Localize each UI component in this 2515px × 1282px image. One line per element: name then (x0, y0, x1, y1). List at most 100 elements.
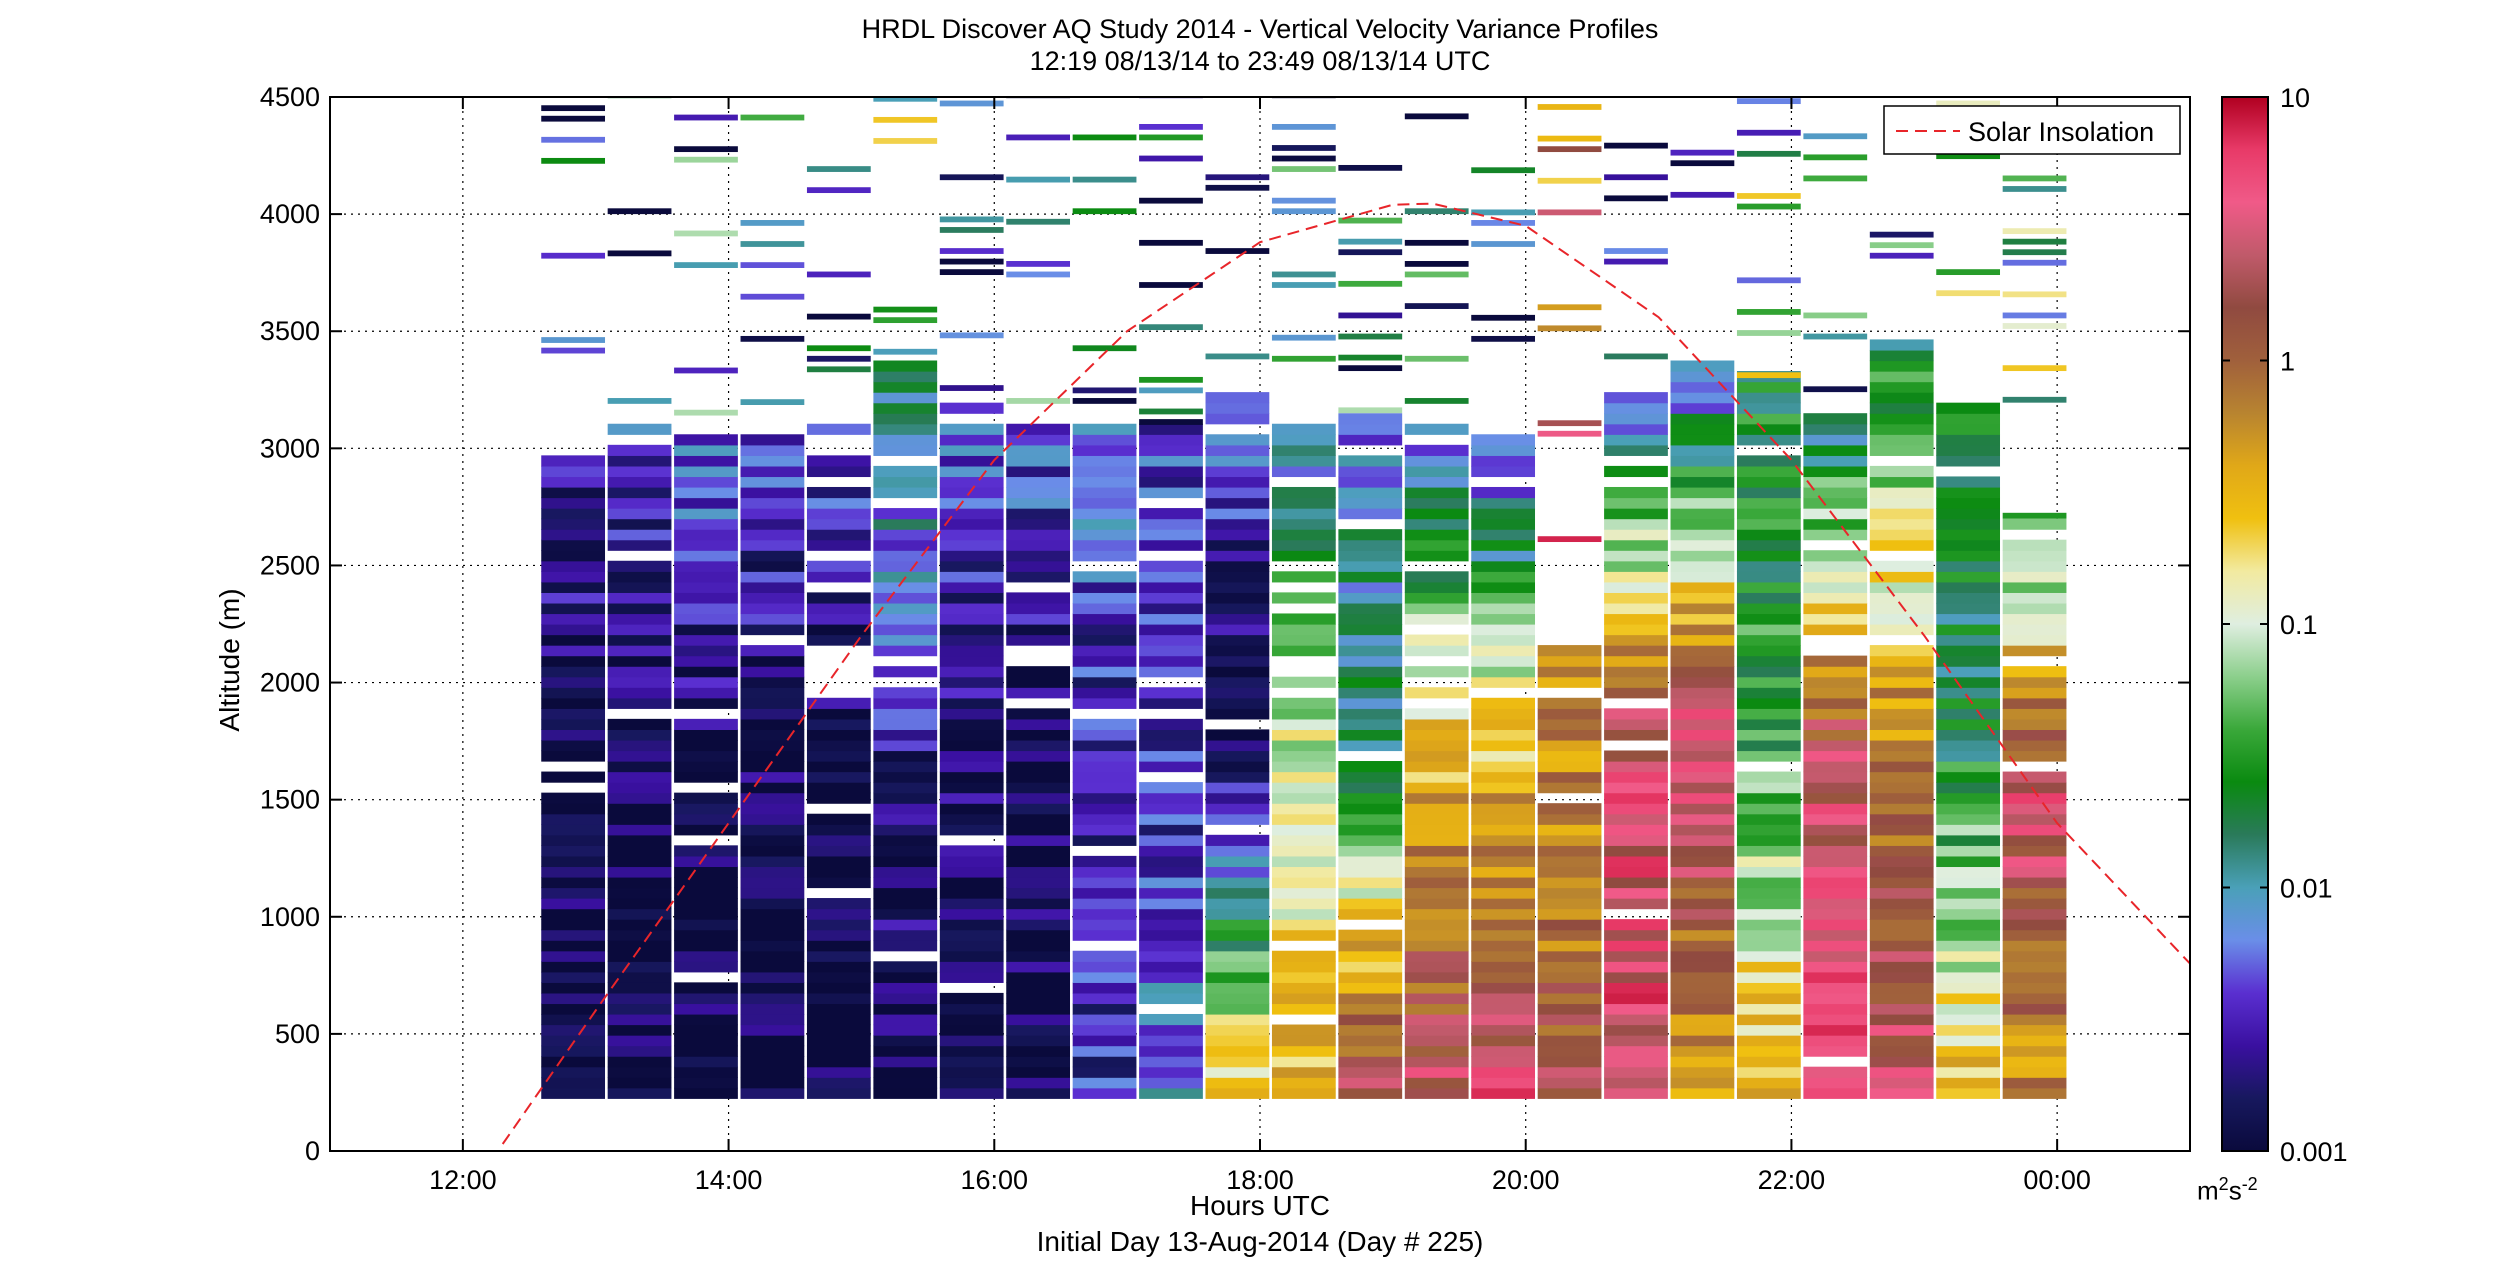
heatmap-cell (2002, 834, 2067, 846)
heatmap-cell (1404, 550, 1469, 562)
heatmap-cell (674, 634, 738, 646)
heatmap-cell (1404, 992, 1469, 1005)
heatmap-cell (1604, 465, 1668, 478)
heatmap-cell (1869, 771, 1934, 783)
heatmap-cell (1803, 739, 1868, 752)
heatmap-cell (1338, 940, 1403, 952)
heatmap-cell (1271, 761, 1336, 773)
heatmap-cell (740, 293, 805, 300)
heatmap-cell (674, 114, 738, 121)
heatmap-cell (873, 876, 938, 889)
heatmap-cell (1338, 434, 1403, 446)
heatmap-cell (806, 876, 871, 889)
heatmap-cell (1670, 782, 1735, 794)
heatmap-cell (1271, 908, 1336, 920)
heatmap-cell (674, 940, 738, 952)
heatmap-cell (1936, 687, 2001, 699)
heatmap-cell (1869, 624, 1934, 636)
heatmap-cell (806, 971, 871, 983)
heatmap-cell (1803, 992, 1868, 1005)
heatmap-cell (1736, 508, 1801, 520)
heatmap-cell (1139, 834, 1203, 846)
x-axis-sublabel: Initial Day 13-Aug-2014 (Day # 225) (1036, 1226, 1484, 1257)
heatmap-cell (1736, 1077, 1801, 1089)
heatmap-cell (1936, 624, 2001, 636)
heatmap-cell (1072, 687, 1137, 699)
heatmap-cell (1803, 950, 1868, 962)
heatmap-cell (1604, 961, 1668, 973)
heatmap-cell (1404, 1087, 1469, 1099)
heatmap-cell (1869, 876, 1934, 889)
heatmap-cell (740, 1066, 805, 1078)
heatmap-cell (674, 929, 738, 941)
heatmap-cell (1736, 634, 1801, 646)
heatmap-cell (1404, 508, 1469, 520)
heatmap-cell (1139, 898, 1203, 910)
heatmap-cell (1271, 271, 1336, 278)
heatmap-cell (1936, 1024, 2001, 1036)
heatmap-cell (1471, 220, 1536, 226)
heatmap-cell (806, 708, 871, 720)
heatmap-cell (1139, 508, 1203, 520)
heatmap-cell (1604, 982, 1668, 994)
heatmap-cell (1936, 269, 2001, 276)
heatmap-cell (1338, 581, 1403, 593)
heatmap-cell (1338, 312, 1403, 319)
heatmap-cell (1803, 1077, 1868, 1089)
heatmap-cell (1006, 771, 1071, 783)
heatmap-cell (1338, 961, 1403, 973)
heatmap-cell (1604, 434, 1668, 446)
heatmap-cell (939, 876, 1004, 889)
heatmap-cell (1670, 518, 1735, 530)
heatmap-cell (1736, 1024, 1801, 1036)
heatmap-cell (1271, 645, 1336, 657)
heatmap-cell (1869, 739, 1934, 752)
heatmap-cell (1404, 876, 1469, 889)
heatmap-cell (1072, 387, 1137, 394)
heatmap-cell (1936, 529, 2001, 541)
heatmap-cell (873, 982, 938, 994)
heatmap-cell (806, 950, 871, 962)
heatmap-cell (2002, 228, 2067, 235)
heatmap-cell (740, 434, 805, 446)
heatmap-cell (1537, 676, 1602, 688)
heatmap-cell (1670, 824, 1735, 836)
heatmap-cell (1869, 971, 1934, 983)
heatmap-cell (1072, 208, 1137, 215)
heatmap-cell (1604, 792, 1668, 804)
heatmap-cell (1736, 381, 1801, 393)
heatmap-cell (541, 602, 606, 615)
heatmap-cell (1803, 845, 1868, 857)
x-tick-label: 00:00 (2023, 1165, 2091, 1195)
heatmap-cell (1072, 992, 1137, 1005)
heatmap-cell (1139, 876, 1203, 889)
heatmap-cell (1869, 919, 1934, 931)
heatmap-cell (873, 348, 938, 355)
heatmap-cell (1072, 676, 1137, 688)
heatmap-cell (1072, 961, 1137, 973)
heatmap-cell (873, 1013, 938, 1026)
heatmap-cell (1670, 465, 1735, 478)
heatmap-cell (1736, 697, 1801, 709)
heatmap-cell (1006, 919, 1071, 931)
heatmap-cell (607, 645, 672, 657)
heatmap-cell (1803, 444, 1868, 456)
heatmap-cell (873, 138, 938, 144)
heatmap-cell (1471, 803, 1536, 815)
heatmap-cell (674, 792, 738, 804)
heatmap-cell (1205, 666, 1270, 678)
heatmap-cell (939, 634, 1004, 646)
heatmap-cell (1537, 771, 1602, 783)
heatmap-cell (806, 529, 871, 541)
heatmap-cell (1670, 1024, 1735, 1036)
heatmap-cell (1936, 876, 2001, 889)
heatmap-cell (1471, 739, 1536, 752)
heatmap-cell (1338, 539, 1403, 551)
heatmap-cell (1604, 666, 1668, 678)
heatmap-cell (1670, 1056, 1735, 1068)
heatmap-cell (1006, 824, 1071, 836)
heatmap-cell (1404, 898, 1469, 910)
heatmap-cell (1471, 539, 1536, 551)
heatmap-cell (873, 813, 938, 825)
heatmap-cell (2002, 739, 2067, 752)
